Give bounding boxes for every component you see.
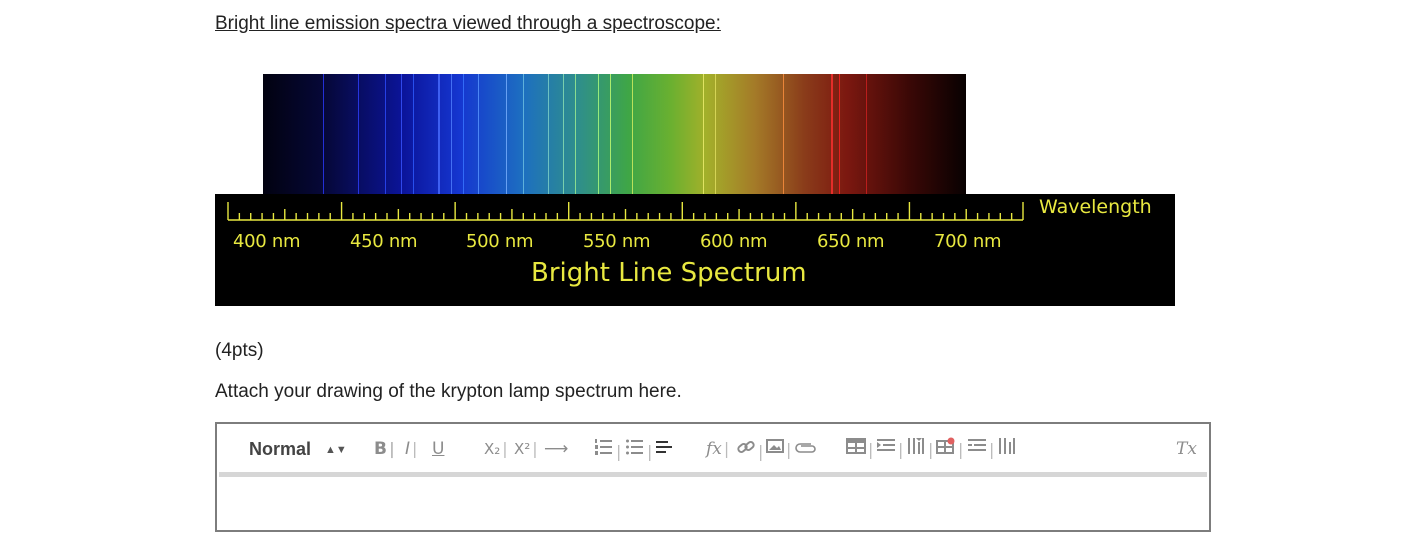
italic-icon: I (405, 439, 411, 459)
ruler-band: 400 nm 450 nm 500 nm 550 nm 600 nm 650 n… (215, 194, 1175, 306)
bold-button[interactable]: B | (374, 439, 395, 459)
spectral-line (632, 74, 633, 196)
indent-arrow-button[interactable]: ⟶ (544, 437, 568, 461)
spectral-line (506, 74, 507, 196)
spectral-line (610, 74, 611, 196)
superscript-icon: X² (514, 440, 531, 458)
spectrum-figure: 400 nm 450 nm 500 nm 550 nm 600 nm 650 n… (215, 74, 1175, 306)
tick-label-500: 500 nm (466, 231, 534, 252)
underline-icon: U (432, 439, 445, 459)
italic-button[interactable]: I | (405, 439, 418, 459)
image-button[interactable]: | (766, 437, 791, 461)
table-icon (846, 438, 866, 454)
tick-label-400: 400 nm (233, 231, 301, 252)
tick-label-450: 450 nm (350, 231, 418, 252)
format-select[interactable]: Normal ▲▼ (249, 436, 347, 462)
bold-icon: B (374, 439, 387, 459)
editor-content-area[interactable] (219, 479, 1207, 528)
underline-button[interactable]: U (432, 437, 444, 461)
spectral-line (548, 74, 549, 196)
spectral-line (575, 74, 576, 196)
spectral-line (523, 74, 524, 196)
table-button[interactable]: | (846, 437, 873, 461)
spectral-line (598, 74, 599, 196)
select-arrows-icon: ▲▼ (325, 444, 347, 456)
align-left-icon (656, 441, 672, 453)
spectral-line (358, 74, 359, 196)
link-icon (737, 441, 755, 453)
spectral-line (831, 74, 833, 196)
format-select-value: Normal (249, 439, 312, 459)
delete-row-icon (968, 439, 986, 451)
spectral-line (715, 74, 716, 196)
delete-table-icon (936, 437, 955, 454)
page-heading: Bright line emission spectra viewed thro… (215, 13, 721, 34)
attach-button[interactable] (795, 437, 817, 461)
subscript-button[interactable]: X₂ | (484, 439, 508, 458)
delete-row-button[interactable]: | (967, 437, 994, 461)
insert-column-icon (908, 438, 924, 454)
delete-table-button[interactable]: | (936, 437, 963, 461)
tick-label-550: 550 nm (583, 231, 651, 252)
insert-row-button[interactable]: | (876, 437, 903, 461)
delete-column-button[interactable] (997, 437, 1017, 461)
clear-format-button[interactable]: Tx (1176, 437, 1197, 461)
spectral-line (413, 74, 414, 196)
spectral-line (783, 74, 784, 196)
insert-row-icon (877, 439, 895, 451)
bullet-list-icon (626, 439, 643, 455)
points-label: (4pts) (215, 340, 264, 361)
spectral-line (703, 74, 704, 196)
tick-label-650: 650 nm (817, 231, 885, 252)
spectral-line (438, 74, 440, 196)
rich-text-editor[interactable]: Normal ▲▼ B | I | U X₂ | X² | ⟶ | | fx | | | | (215, 422, 1211, 532)
ordered-list-icon (595, 439, 612, 455)
spectral-line (401, 74, 402, 196)
spectral-line (323, 74, 324, 196)
spectral-line (463, 74, 464, 196)
spectral-line (478, 74, 479, 196)
link-button[interactable]: | (736, 437, 763, 461)
ordered-list-button[interactable]: | (594, 437, 621, 461)
spectral-line (563, 74, 564, 196)
wavelength-ruler (227, 202, 1024, 221)
formula-button[interactable]: fx | (706, 439, 730, 459)
spectral-line (385, 74, 386, 196)
spectrum-title: Bright Line Spectrum (531, 258, 807, 288)
spectrum-strip (263, 74, 966, 196)
formula-icon: fx (706, 439, 722, 459)
wavelength-label: Wavelength (1039, 196, 1152, 218)
delete-column-icon (999, 438, 1015, 454)
clear-format-icon: Tx (1176, 439, 1197, 459)
spectral-line (839, 74, 840, 196)
superscript-button[interactable]: X² | (514, 439, 538, 458)
instruction-text: Attach your drawing of the krypton lamp … (215, 381, 682, 402)
bullet-list-button[interactable]: | (625, 437, 652, 461)
tick-label-600: 600 nm (700, 231, 768, 252)
tick-label-700: 700 nm (934, 231, 1002, 252)
image-icon (766, 439, 784, 453)
spectral-line (451, 74, 452, 196)
subscript-icon: X₂ (484, 440, 501, 458)
align-button[interactable] (655, 437, 673, 461)
arrow-icon: ⟶ (544, 439, 569, 459)
insert-column-button[interactable]: | (906, 437, 933, 461)
paperclip-icon (795, 443, 816, 453)
spectral-line (866, 74, 867, 196)
editor-toolbar: Normal ▲▼ B | I | U X₂ | X² | ⟶ | | fx | | | | (219, 426, 1207, 477)
